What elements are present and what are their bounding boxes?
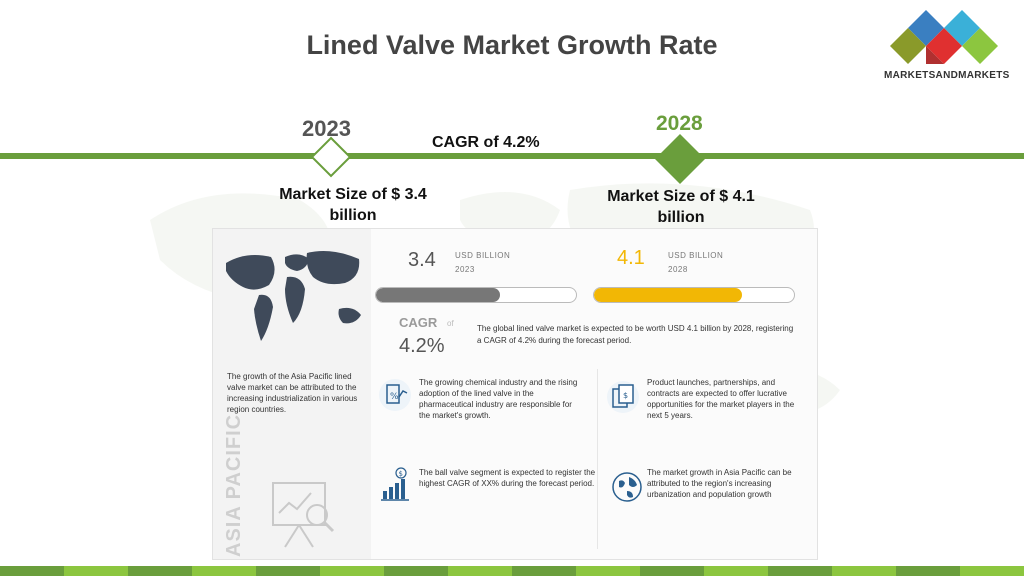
unit-2023-label: USD BILLION	[455, 251, 511, 260]
analytics-easel-icon	[272, 482, 335, 548]
year-2023-label: 2023	[455, 265, 475, 274]
bar-growth-icon: $	[381, 467, 409, 501]
world-map-image	[226, 251, 361, 341]
market-summary: The global lined valve market is expecte…	[477, 324, 794, 345]
cagr-label: CAGR of 4.2%	[432, 134, 540, 151]
unit-2028-label: USD BILLION	[668, 251, 724, 260]
market-size-end: Market Size of $ 4.1 billion	[607, 188, 755, 226]
note-ball-valve: The ball valve segment is expected to re…	[419, 468, 596, 488]
svg-text:$: $	[399, 470, 403, 478]
chemical-percent-icon: %	[379, 379, 411, 411]
column-divider	[597, 369, 598, 549]
infographic-panel: The growth of the Asia Pacific lined val…	[212, 228, 818, 560]
year-start: 2023	[302, 116, 351, 141]
note-product-launches: Product launches, partnerships, and cont…	[647, 378, 795, 420]
region-column: The growth of the Asia Pacific lined val…	[213, 229, 371, 559]
region-growth-note: The growth of the Asia Pacific lined val…	[227, 372, 358, 414]
globe-icon	[612, 472, 642, 502]
svg-text:%: %	[390, 392, 399, 402]
progress-fill-2023	[376, 288, 500, 302]
note-asia-pacific-growth: The market growth in Asia Pacific can be…	[647, 468, 792, 499]
marketsandmarkets-logo	[890, 10, 998, 64]
start-diamond-marker	[310, 136, 352, 178]
page-title: Lined Valve Market Growth Rate	[306, 30, 718, 60]
market-size-start: Market Size of $ 3.4 billion	[279, 186, 427, 224]
note-chemical-industry: The growing chemical industry and the ri…	[419, 378, 578, 420]
cagr-of: of	[447, 319, 454, 328]
value-2028: 4.1	[617, 247, 645, 269]
asia-pacific-label: ASIA PACIFIC	[223, 413, 245, 557]
value-2023: 3.4	[408, 249, 436, 271]
progress-bar-2023	[375, 287, 577, 303]
year-end: 2028	[656, 112, 703, 135]
money-contract-icon: $	[607, 381, 639, 413]
end-diamond-marker	[655, 134, 705, 184]
unit-2028: USD BILLION 2028	[668, 249, 723, 277]
footer-stripe	[0, 566, 1024, 576]
svg-text:$: $	[623, 391, 628, 400]
cagr-value: 4.2%	[399, 335, 445, 357]
unit-2023: USD BILLION 2023	[455, 249, 510, 277]
progress-bar-2028	[593, 287, 795, 303]
timeline-bar	[0, 153, 1024, 159]
year-2028-label: 2028	[668, 265, 688, 274]
cagr-word: CAGR	[399, 315, 438, 330]
progress-fill-2028	[594, 288, 742, 302]
logo-wordmark: MARKETSANDMARKETS	[884, 70, 1010, 81]
